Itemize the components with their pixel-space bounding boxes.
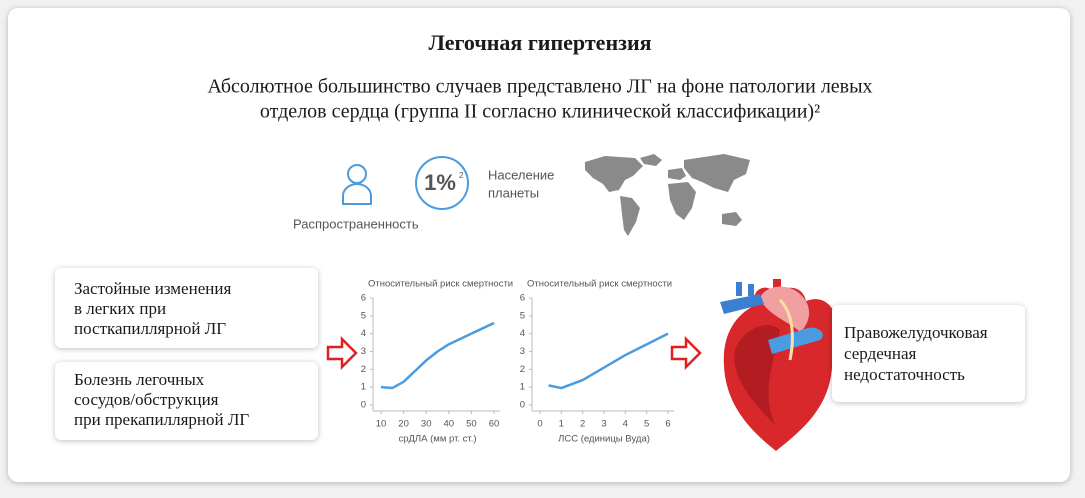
- chart-title: Относительный риск смертности: [527, 279, 672, 290]
- y-tick-label: 6: [361, 293, 366, 304]
- x-tick-label: 30: [421, 419, 432, 430]
- x-tick-label: 20: [398, 419, 409, 430]
- cause-text: Болезнь легочных: [74, 370, 205, 389]
- reference: 2: [459, 171, 464, 180]
- subtitle: отделов сердца (группа II согласно клини…: [260, 101, 820, 123]
- x-tick-label: 60: [489, 419, 500, 430]
- arrow: [326, 335, 358, 371]
- subtitle: Абсолютное большинство случаев представл…: [207, 76, 872, 98]
- outcome-text: сердечная: [844, 344, 917, 363]
- person-icon: [342, 164, 372, 205]
- prevalence-label: Распространенность: [293, 216, 419, 231]
- x-axis-label: ЛСС (единицы Вуда): [558, 434, 650, 445]
- y-tick-label: 3: [361, 346, 366, 357]
- x-tick-label: 10: [376, 419, 387, 430]
- cause-box: [55, 362, 318, 440]
- y-tick-label: 1: [361, 382, 366, 393]
- y-tick-label: 2: [520, 364, 525, 375]
- y-tick-label: 2: [361, 364, 366, 375]
- chart-title: Относительный риск смертности: [368, 279, 513, 290]
- line: [380, 321, 495, 390]
- percent: 1%: [424, 170, 456, 195]
- y-tick-label: 4: [361, 328, 366, 339]
- y-tick-label: 0: [361, 400, 366, 411]
- world-map: [585, 154, 750, 236]
- y-tick-label: 1: [520, 382, 525, 393]
- percent-circle: [415, 156, 469, 210]
- x-tick-label: 3: [601, 419, 606, 430]
- x-tick-label: 2: [580, 419, 585, 430]
- x-tick-label: 40: [444, 419, 455, 430]
- y-tick-label: 6: [520, 293, 525, 304]
- y-tick-label: 3: [520, 346, 525, 357]
- outcome-text: недостаточность: [844, 365, 965, 384]
- x-tick-label: 5: [644, 419, 649, 430]
- x-tick-label: 50: [466, 419, 477, 430]
- y-tick-label: 5: [520, 310, 525, 321]
- population: планеты: [488, 185, 539, 200]
- y-tick-label: 5: [361, 310, 366, 321]
- cause-text: в легких при: [74, 299, 166, 318]
- x-tick-label: 0: [537, 419, 542, 430]
- x-axis-label: срДЛА (мм рт. ст.): [398, 434, 476, 445]
- y-tick-label: 0: [520, 400, 525, 411]
- arrow: [670, 335, 702, 371]
- outcome-box: [832, 305, 1025, 402]
- cause-text: посткапиллярной ЛГ: [74, 319, 226, 338]
- y-tick-label: 4: [520, 328, 525, 339]
- cause-text: Застойные изменения: [74, 279, 231, 298]
- title: Легочная гипертензия: [428, 30, 651, 55]
- cause-text: при прекапиллярной ЛГ: [74, 410, 249, 429]
- outcome-text: Правожелудочковая: [844, 323, 988, 342]
- cause-text: сосудов/обструкция: [74, 390, 219, 409]
- x-tick-label: 6: [665, 419, 670, 430]
- x-tick-label: 4: [623, 419, 628, 430]
- cause-box: [55, 268, 318, 348]
- line: [548, 332, 669, 390]
- x-tick-label: 1: [559, 419, 564, 430]
- population: Население: [488, 167, 554, 182]
- heart-illustration: [720, 279, 837, 451]
